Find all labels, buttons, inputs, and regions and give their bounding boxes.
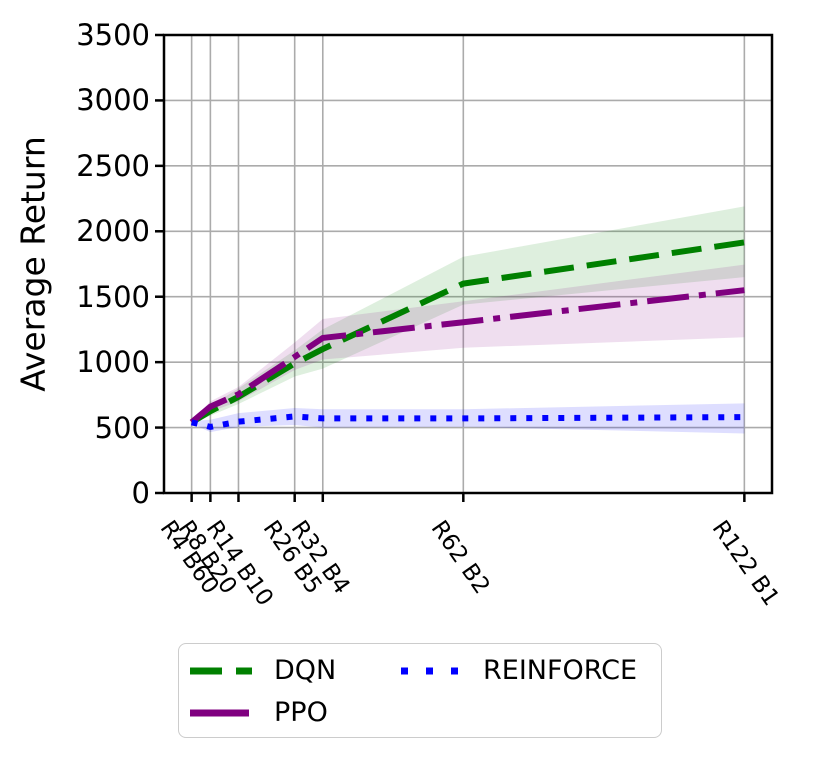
y-tick-label: 1500 <box>76 279 150 314</box>
y-tick-label: 1000 <box>76 345 150 380</box>
legend-item-ppo: PPO <box>190 695 328 731</box>
reinforce-dotted-line-sample-icon <box>401 667 459 675</box>
y-tick-label: 2500 <box>76 148 150 183</box>
reinforce-line <box>190 413 745 430</box>
dqn-dashed-line-sample-icon <box>190 667 252 675</box>
y-tick-label: 2000 <box>76 214 150 249</box>
plot-area <box>155 33 774 502</box>
legend-label-dqn: DQN <box>274 655 337 686</box>
legend-label-ppo: PPO <box>274 697 328 728</box>
y-tick-label: 500 <box>94 410 150 445</box>
y-tick-label: 3000 <box>76 83 150 118</box>
legend-label-reinforce: REINFORCE <box>483 655 638 686</box>
ppo-line-sample-icon <box>190 709 249 717</box>
ppo-line <box>189 287 745 425</box>
y-tick-label: 0 <box>131 476 150 510</box>
legend-item-reinforce: REINFORCE <box>399 653 637 689</box>
legend: DQN PPO REINFORCE <box>178 643 662 738</box>
dqn-line <box>190 239 745 425</box>
axes-spines <box>162 33 774 495</box>
y-tick-label: 3500 <box>76 18 150 52</box>
legend-item-dqn: DQN <box>190 653 336 689</box>
